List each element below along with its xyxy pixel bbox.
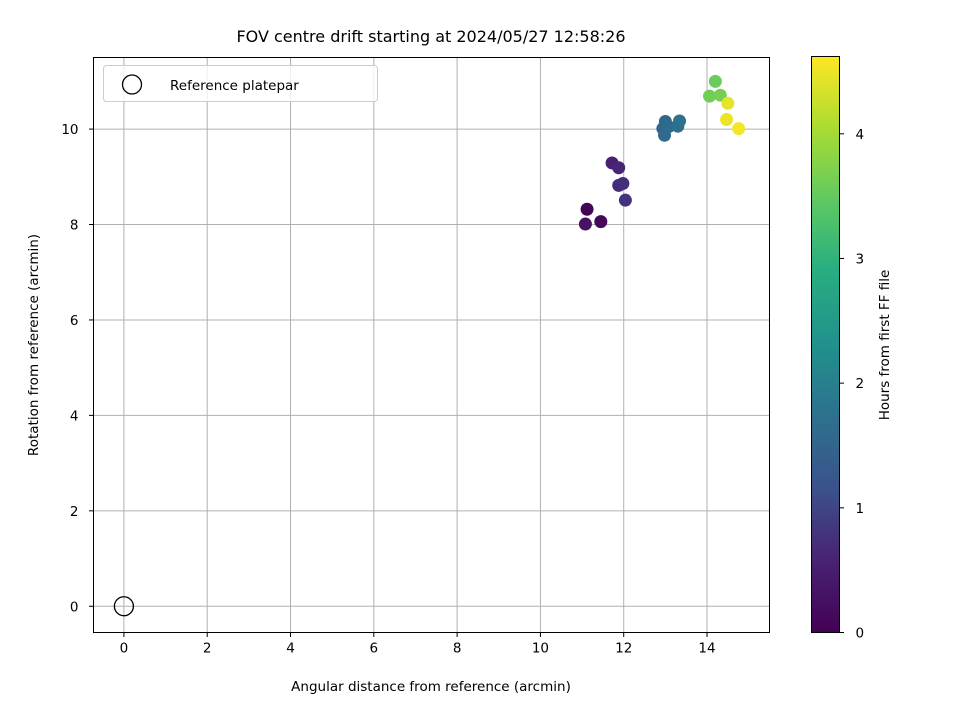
drift-point [703, 89, 717, 103]
drift-point [618, 193, 632, 207]
legend: Reference platepar [103, 65, 378, 102]
drift-point [708, 74, 722, 88]
x-axis-ticks: 0 2 4 6 8 10 12 14 [120, 632, 716, 657]
colorbar-ticks: 0 1 2 3 4 [839, 127, 865, 642]
y-axis-ticks: 0 2 4 6 8 10 [61, 122, 94, 615]
drift-point [594, 215, 608, 229]
drift-point [732, 122, 746, 136]
legend-label-reference: Reference platepar [170, 78, 299, 94]
y-tick-label: 10 [61, 122, 78, 138]
colorbar: 0 1 2 3 4 Hours from first FF file [811, 56, 893, 642]
drift-point [612, 161, 626, 175]
x-tick-label: 12 [615, 641, 632, 657]
x-tick-label: 4 [286, 641, 295, 657]
x-tick-label: 0 [120, 641, 129, 657]
y-tick-label: 8 [70, 218, 79, 234]
y-tick-label: 6 [70, 313, 79, 329]
chart-title: FOV centre drift starting at 2024/05/27 … [236, 27, 625, 46]
plot-frame [93, 57, 770, 633]
colorbar-tick-label: 4 [856, 127, 865, 143]
x-tick-label: 8 [453, 641, 462, 657]
legend-marker-reference [121, 74, 143, 95]
drift-point [721, 96, 735, 110]
x-tick-label: 10 [532, 641, 549, 657]
colorbar-tick-label: 1 [856, 501, 865, 517]
grid-lines [93, 57, 770, 633]
drift-point [673, 114, 687, 128]
x-tick-label: 14 [698, 641, 715, 657]
colorbar-tick-label: 3 [856, 251, 865, 267]
x-tick-label: 2 [203, 641, 212, 657]
y-tick-label: 0 [70, 599, 79, 615]
x-axis-label: Angular distance from reference (arcmin) [291, 679, 571, 695]
colorbar-tick-label: 0 [856, 626, 865, 642]
y-tick-label: 2 [70, 504, 79, 520]
colorbar-label: Hours from first FF file [877, 270, 893, 421]
drift-point [580, 202, 594, 216]
drift-point [720, 113, 734, 127]
drift-point [662, 120, 676, 134]
legend-box [103, 65, 378, 102]
y-axis-label: Rotation from reference (arcmin) [26, 234, 42, 456]
reference-platepar-marker [113, 596, 135, 617]
drift-point [578, 217, 592, 231]
colorbar-tick-label: 2 [856, 376, 865, 392]
y-tick-label: 4 [70, 408, 79, 424]
x-tick-label: 6 [370, 641, 379, 657]
drift-point [616, 176, 630, 190]
colorbar-gradient [811, 56, 840, 633]
data-points [113, 74, 746, 617]
